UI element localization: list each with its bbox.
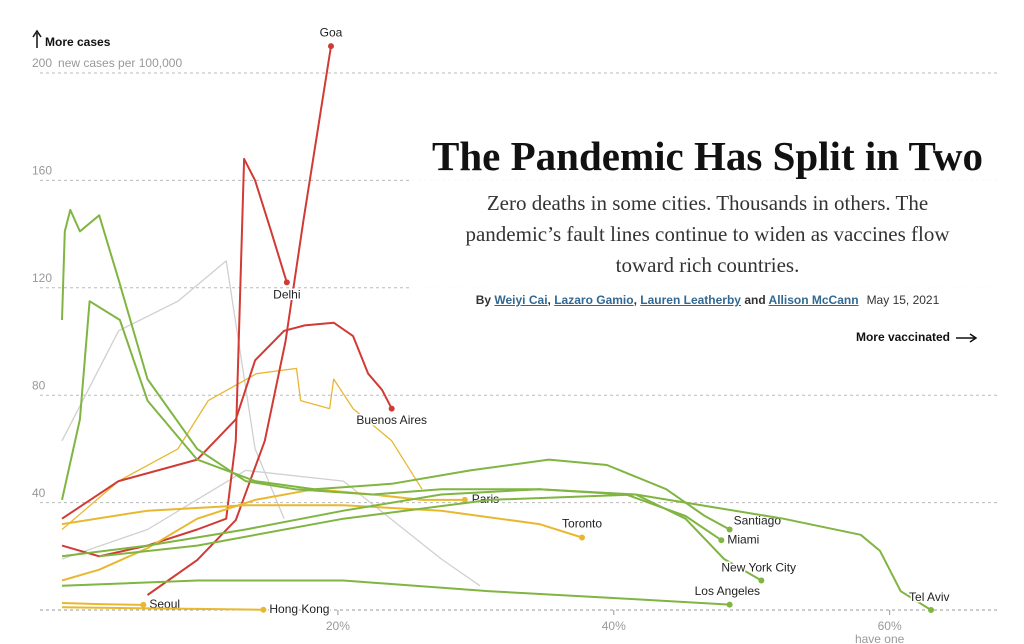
y-tick-label: 200 (32, 56, 52, 70)
series-line (61, 579, 730, 606)
separator: , (633, 293, 637, 307)
series-label: New York City (721, 561, 796, 575)
series-line (61, 157, 288, 558)
x-tick-label: 20% (326, 619, 350, 633)
x-tick-label: 60% (878, 619, 902, 633)
end-point (327, 43, 334, 50)
end-point (461, 496, 468, 503)
series-line (61, 488, 465, 582)
series-label: Los Angeles (695, 584, 760, 598)
date: May 15, 2021 (866, 293, 940, 307)
end-point (718, 537, 725, 544)
series-line (61, 469, 481, 587)
series-label: Goa (320, 25, 343, 39)
series-label: Tel Aviv (909, 590, 949, 604)
series-line (61, 367, 423, 530)
series-line (61, 602, 144, 606)
title: The Pandemic Has Split in Two (432, 133, 983, 179)
arrow-head (32, 29, 42, 38)
y-tick-label: 120 (32, 271, 52, 285)
end-point (726, 601, 733, 608)
arrow-head (969, 333, 978, 343)
author-link[interactable]: Lauren Leatherby (640, 293, 741, 307)
series-line (61, 260, 285, 519)
end-point (283, 279, 290, 286)
series-label: Miami (727, 532, 759, 546)
byline: By Weiyi Cai, Lazaro Gamio, Lauren Leath… (410, 293, 1005, 307)
author-link[interactable]: Weiyi Cai (494, 293, 548, 307)
x-axis-label: have one (855, 632, 905, 644)
y-axis-label: new cases per 100,000 (58, 56, 182, 70)
series-line (61, 321, 393, 520)
end-point (928, 607, 935, 613)
header: The Pandemic Has Split in Two Zero death… (410, 130, 1005, 307)
y-tick-label: 160 (32, 164, 52, 178)
y-tick-label: 40 (32, 486, 46, 500)
y-tick-label: 80 (32, 378, 46, 392)
end-point (260, 606, 267, 613)
series-label: Paris (472, 492, 499, 506)
end-point (579, 534, 586, 541)
series-line (61, 606, 264, 611)
end-point (726, 526, 733, 533)
separator: , (547, 293, 551, 307)
end-point (140, 601, 147, 608)
x-tick-label: 40% (602, 619, 626, 633)
series-label: Toronto (562, 517, 602, 531)
end-point (388, 405, 395, 412)
series-line (61, 300, 731, 531)
author-link[interactable]: Lazaro Gamio (554, 293, 634, 307)
annotation: More cases (45, 35, 111, 49)
series-label: Santiago (734, 514, 782, 528)
series-label: Buenos Aires (356, 413, 427, 427)
series-line (61, 504, 583, 539)
conjunction: and (744, 293, 766, 307)
subtitle: Zero deaths in some cities. Thousands in… (465, 191, 950, 277)
end-point (758, 577, 765, 584)
byline-prefix: By (475, 293, 492, 307)
series-label: Delhi (273, 288, 300, 302)
series-label: Hong Kong (269, 602, 329, 616)
series-line (146, 45, 332, 596)
annotation: More vaccinated (856, 330, 950, 344)
author-link[interactable]: Allison McCann (768, 293, 859, 307)
series-line (61, 488, 762, 582)
series-line (99, 493, 932, 611)
